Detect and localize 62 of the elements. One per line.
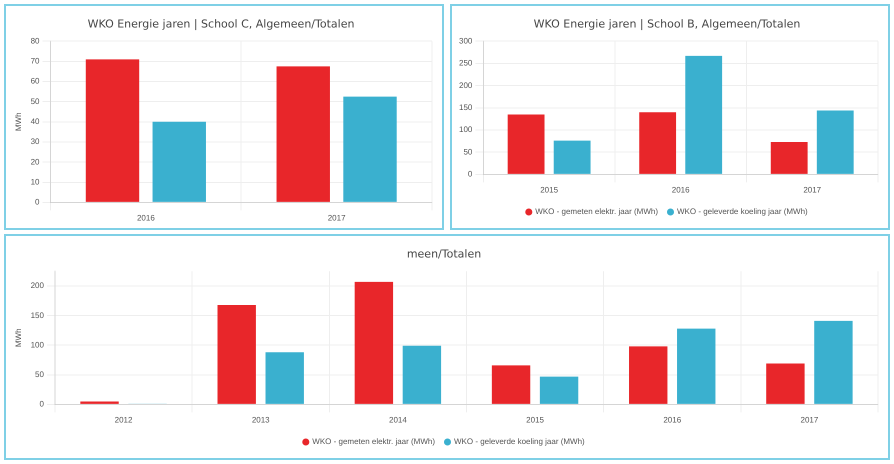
y-tick-label: 50 (35, 370, 44, 380)
x-tick-label: 2016 (672, 185, 690, 194)
x-tick-label: 2013 (252, 415, 270, 424)
bar (402, 346, 442, 404)
legend-label: WKO - gemeten elektr. jaar (MWh) (312, 437, 436, 446)
x-tick-label: 2012 (114, 415, 133, 424)
y-tick-label: 300 (458, 36, 473, 46)
y-tick-label: 200 (30, 281, 44, 290)
bar (276, 66, 330, 202)
bar (685, 56, 722, 174)
y-tick-label: 0 (39, 400, 44, 409)
x-tick-label: 2017 (803, 185, 822, 194)
bar (814, 320, 853, 404)
y-tick-label: 60 (30, 76, 40, 86)
y-tick-label: 150 (30, 310, 44, 320)
y-tick-label: 0 (35, 198, 40, 207)
y-tick-label: 150 (458, 103, 473, 112)
y-tick-label: 70 (30, 56, 40, 66)
y-axis-title: MWh (14, 328, 24, 348)
bar (766, 364, 805, 404)
y-tick-label: 80 (30, 36, 40, 46)
y-tick-label: 100 (30, 340, 44, 350)
legend-label: WKO - gemeten elektr. jaar (MWh) (535, 207, 658, 216)
y-tick-label: 40 (30, 117, 40, 126)
y-tick-label: 200 (458, 80, 473, 90)
y-tick-label: 0 (468, 170, 473, 179)
y-axis-title: MWh (14, 112, 24, 132)
y-tick-label: 100 (458, 125, 473, 134)
bar (152, 122, 206, 202)
y-tick-label: 30 (30, 137, 40, 146)
bar (770, 142, 808, 174)
y-tick-label: 250 (458, 58, 473, 68)
bar (816, 110, 854, 174)
legend-label: WKO - geleverde koeling jaar (MWh) (676, 207, 808, 216)
x-tick-label: 2016 (136, 213, 156, 222)
bar (540, 376, 578, 404)
bar (80, 401, 119, 404)
bar (343, 96, 397, 202)
y-tick-label: 20 (30, 157, 40, 166)
bar (508, 114, 545, 174)
bar (266, 352, 304, 404)
chart-title: meen/Totalen (406, 247, 482, 260)
x-tick-label: 2017 (800, 415, 819, 424)
bar (639, 112, 676, 174)
bar (354, 282, 394, 404)
x-tick-label: 2015 (526, 415, 545, 424)
legend-label: WKO - geleverde koeling jaar (MWh) (454, 437, 586, 446)
y-tick-label: 50 (463, 147, 473, 156)
bar (492, 365, 530, 404)
x-tick-label: 2014 (388, 415, 408, 424)
chart-title: WKO Energie jaren | School B, Algemeen/Totalen (534, 17, 800, 30)
chart-title: WKO Energie jaren | School C, Algemeen/Totalen (88, 17, 354, 30)
x-tick-label: 2016 (663, 415, 682, 424)
y-tick-label: 50 (30, 96, 40, 106)
x-tick-label: 2015 (540, 185, 559, 194)
bar (677, 328, 716, 404)
y-tick-label: 10 (30, 177, 40, 186)
bar (218, 304, 256, 404)
bar (554, 140, 591, 174)
x-tick-label: 2017 (328, 213, 346, 222)
bar (629, 346, 668, 404)
bar (86, 59, 140, 202)
